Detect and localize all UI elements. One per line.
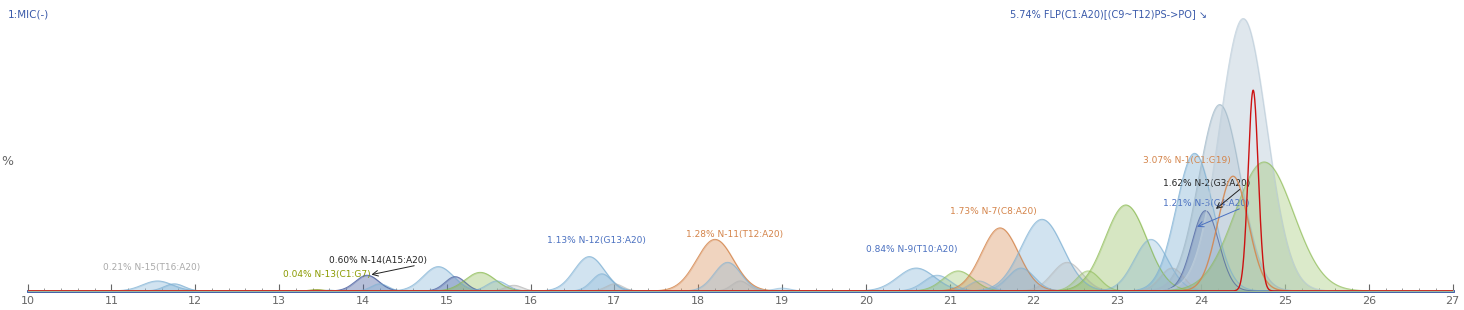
Text: 0.21% N-15(T16:A20): 0.21% N-15(T16:A20) — [102, 263, 201, 272]
Text: 1.28% N-11(T12:A20): 1.28% N-11(T12:A20) — [685, 230, 783, 239]
Text: 0.84% N-9(T10:A20): 0.84% N-9(T10:A20) — [865, 245, 957, 254]
Text: 3.07% N-1(C1:G19): 3.07% N-1(C1:G19) — [1142, 156, 1230, 165]
Text: 1.73% N-7(C8:A20): 1.73% N-7(C8:A20) — [950, 207, 1037, 216]
Text: 5.74% FLP(C1:A20)[(C9~T12)PS->PO] ↘: 5.74% FLP(C1:A20)[(C9~T12)PS->PO] ↘ — [1010, 9, 1208, 19]
Text: 1.62% N-2(G3:A20): 1.62% N-2(G3:A20) — [1164, 179, 1250, 188]
Text: 0.04% N-13(C1:G7): 0.04% N-13(C1:G7) — [283, 271, 370, 280]
Text: 0.60% N-14(A15:A20): 0.60% N-14(A15:A20) — [329, 256, 427, 265]
Text: 1.13% N-12(G13:A20): 1.13% N-12(G13:A20) — [548, 236, 646, 245]
Text: 1.21% N-3(C4:A20): 1.21% N-3(C4:A20) — [1164, 199, 1250, 208]
Text: 1:MIC(-): 1:MIC(-) — [7, 9, 48, 19]
Text: %: % — [1, 155, 13, 168]
